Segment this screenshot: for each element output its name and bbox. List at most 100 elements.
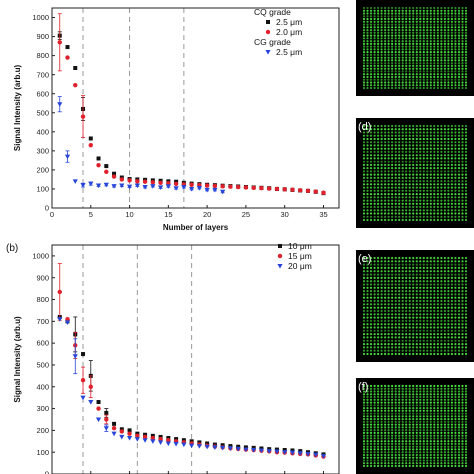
spot: [412, 306, 415, 309]
spot: [377, 412, 380, 415]
spot: [377, 431, 380, 434]
spot: [366, 137, 369, 141]
spot: [387, 404, 390, 407]
spot: [457, 183, 461, 186]
spot: [440, 453, 443, 457]
y-tick-label: 500: [36, 108, 49, 117]
spot: [377, 12, 380, 15]
spot: [447, 26, 450, 29]
spot: [362, 167, 366, 170]
spot: [408, 451, 411, 454]
spot: [447, 163, 450, 166]
spot: [464, 395, 468, 399]
spot: [436, 134, 439, 137]
spot: [369, 464, 373, 468]
spot: [429, 270, 432, 273]
data-point: [289, 450, 296, 456]
spot: [405, 124, 408, 128]
spot: [394, 290, 397, 293]
spot: [366, 34, 369, 37]
spot: [380, 423, 383, 426]
spot: [398, 23, 401, 26]
spot: [408, 349, 411, 352]
spot: [429, 86, 432, 90]
spot: [454, 293, 457, 296]
spot: [405, 134, 408, 137]
spot: [377, 343, 380, 346]
data-point: [158, 436, 163, 442]
spot: [422, 73, 425, 76]
spot: [436, 407, 439, 410]
spot: [377, 40, 380, 43]
spot: [461, 150, 464, 153]
spot: [436, 186, 439, 189]
spot: [373, 352, 376, 356]
data-point: [126, 436, 133, 441]
spot: [398, 412, 401, 415]
spot: [419, 167, 422, 170]
legend-label: 2.0 μm: [276, 27, 302, 37]
spot: [454, 401, 457, 404]
spot: [461, 154, 464, 157]
spot: [461, 346, 464, 349]
spot: [366, 86, 369, 90]
spot: [464, 390, 468, 393]
spot: [426, 17, 429, 21]
spot: [457, 218, 461, 222]
spot: [384, 440, 387, 443]
spot: [408, 290, 411, 293]
spot: [450, 157, 453, 160]
data-point: [158, 180, 163, 186]
y-tick-label: 400: [36, 127, 49, 136]
spot: [436, 409, 439, 412]
spot: [398, 442, 401, 445]
spot: [377, 134, 380, 137]
spot: [454, 303, 457, 306]
spot: [443, 64, 446, 67]
spot: [362, 84, 366, 87]
spot: [398, 128, 401, 131]
spot: [429, 51, 432, 54]
spot: [377, 309, 380, 313]
spot: [433, 218, 436, 222]
spot: [433, 303, 436, 306]
spot: [401, 205, 404, 209]
spot: [380, 412, 383, 415]
spot: [380, 349, 383, 352]
spot: [398, 131, 401, 134]
spot: [464, 26, 468, 29]
spot: [391, 40, 394, 43]
spot: [447, 293, 450, 296]
spot: [398, 273, 401, 276]
spot: [450, 437, 453, 440]
spot: [461, 64, 464, 67]
spot: [443, 431, 446, 434]
spot: [447, 51, 450, 54]
spot: [461, 183, 464, 186]
spot: [443, 415, 446, 418]
spot: [457, 64, 461, 67]
data-point: [119, 177, 125, 182]
spot: [384, 31, 387, 34]
spot: [405, 128, 408, 131]
spot: [457, 429, 461, 432]
spot: [461, 329, 464, 332]
spot: [398, 67, 401, 70]
spot: [384, 273, 387, 276]
spot: [384, 202, 387, 205]
spot: [401, 29, 404, 32]
spot: [429, 256, 432, 260]
spot: [419, 147, 422, 150]
spot: [464, 306, 468, 309]
spot: [454, 154, 457, 157]
spot: [436, 316, 439, 319]
spot: [415, 423, 418, 426]
spot: [405, 434, 408, 437]
spot: [394, 157, 397, 160]
spot: [454, 431, 457, 434]
spot: [450, 75, 453, 79]
spot: [408, 62, 411, 65]
spot: [405, 67, 408, 70]
spot: [422, 415, 425, 418]
spot: [450, 40, 453, 43]
